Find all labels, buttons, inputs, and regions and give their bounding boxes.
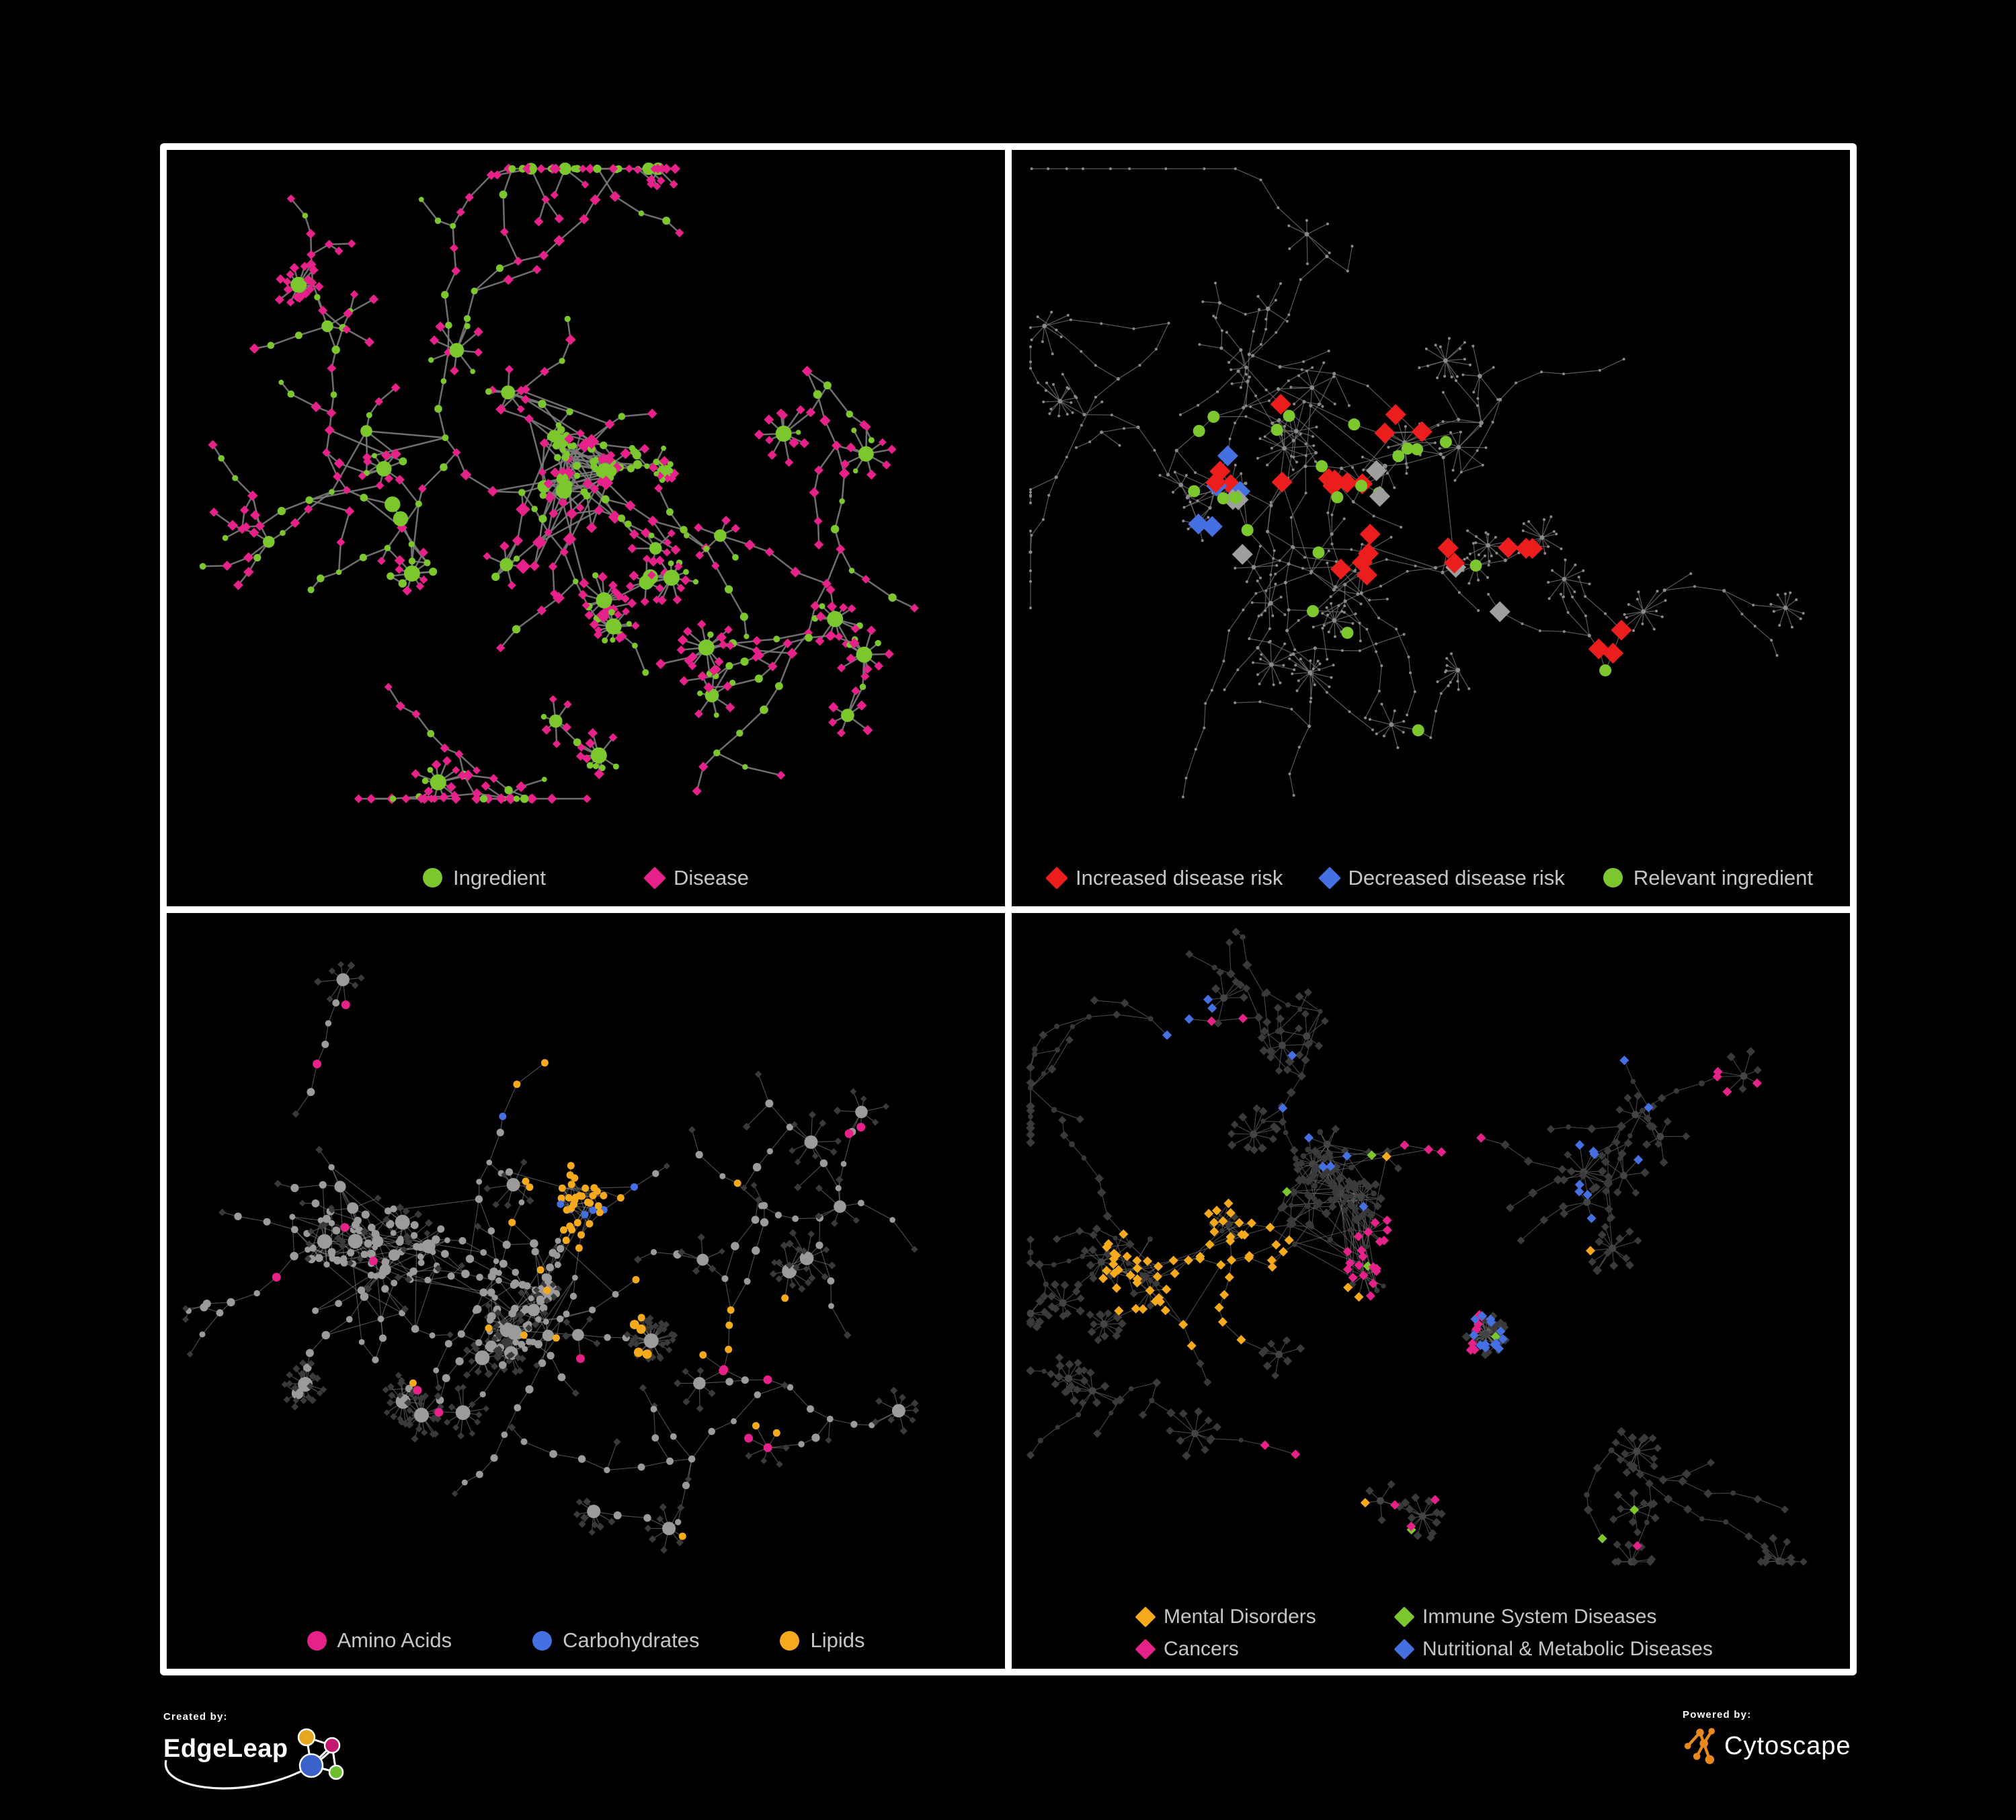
legend-label: Relevant ingredient: [1633, 865, 1813, 889]
diamond-marker-icon: [1135, 1606, 1156, 1628]
disease-classes-network: [1026, 927, 1808, 1567]
legend-label: Disease: [673, 865, 749, 889]
edgeleap-wordmark: EdgeLeap: [163, 1735, 288, 1763]
legend-item-nutritional-metabolic-diseases: Nutritional & Metabolic Diseases: [1394, 1638, 1850, 1661]
panel-disease-classes: Mental Disorders Immune System Diseases Ca…: [1012, 912, 1850, 1669]
disease-risk-legend: Increased disease risk Decreased disease …: [1012, 863, 1850, 893]
legend-item-immune-system-diseases: Immune System Diseases: [1394, 1606, 1850, 1628]
edgeleap-lockup: EdgeLeap: [163, 1727, 385, 1794]
circle-marker-icon: [423, 868, 443, 887]
legend-item-decreased-disease-risk: Decreased disease risk: [1318, 865, 1565, 890]
panel-grid: Ingredient Disease Increased disease risk…: [160, 143, 1857, 1675]
edgeleap-node-green: [328, 1764, 344, 1780]
circle-marker-icon: [1603, 868, 1623, 887]
diamond-marker-icon: [643, 866, 666, 889]
circle-marker-icon: [532, 1630, 553, 1651]
ingredient-disease-network: [199, 162, 919, 805]
powered-by-label: Powered by:: [1683, 1709, 1752, 1720]
powered-by-block: Powered by: Cytoscape: [1683, 1709, 1851, 1766]
disease-risk-network: [1029, 167, 1805, 799]
legend-item-mental-disorders: Mental Disorders: [1135, 1606, 1397, 1628]
disease-classes-legend: Mental Disorders Immune System Diseases Ca…: [1012, 1606, 1850, 1661]
panel-ingredient-disease: Ingredient Disease: [167, 150, 1005, 906]
legend-label: Immune System Diseases: [1422, 1606, 1657, 1628]
ingredient-disease-legend: Ingredient Disease: [167, 863, 1005, 893]
edgeleap-logo: [164, 1728, 344, 1790]
legend-item-disease: Disease: [643, 865, 749, 890]
diamond-marker-icon: [1394, 1638, 1415, 1660]
edgeleap-node-orange: [297, 1728, 316, 1747]
legend-label: Increased disease risk: [1076, 865, 1283, 889]
cytoscape-wordmark: Cytoscape: [1724, 1731, 1851, 1760]
legend-label: Lipids: [810, 1628, 865, 1652]
legend-label: Carbohydrates: [563, 1628, 700, 1652]
legend-label: Ingredient: [453, 865, 546, 889]
legend-label: Decreased disease risk: [1348, 865, 1565, 889]
legend-item-amino-acids: Amino Acids: [307, 1628, 452, 1653]
diamond-marker-icon: [1045, 866, 1068, 889]
legend-item-increased-disease-risk: Increased disease risk: [1045, 865, 1283, 890]
edgeleap-node-blue: [298, 1753, 324, 1778]
panel-ingredient-classes: Amino Acids Carbohydrates Lipids: [167, 912, 1005, 1669]
legend-item-relevant-ingredient: Relevant ingredient: [1603, 866, 1813, 890]
diamond-marker-icon: [1135, 1638, 1156, 1660]
panel-disease-risk: Increased disease risk Decreased disease …: [1012, 150, 1850, 906]
legend-item-carbohydrates: Carbohydrates: [532, 1628, 699, 1653]
cytoscape-logo: [1684, 1728, 1715, 1764]
ingredient-classes-legend: Amino Acids Carbohydrates Lipids: [167, 1626, 1005, 1655]
edgeleap-node-magenta: [323, 1737, 341, 1754]
legend-label: Cancers: [1164, 1638, 1239, 1660]
circle-marker-icon: [780, 1630, 800, 1651]
circle-marker-icon: [307, 1630, 327, 1651]
ingredient-classes-network: [182, 960, 920, 1554]
legend-item-ingredient: Ingredient: [423, 866, 546, 890]
legend-item-lipids: Lipids: [780, 1628, 864, 1653]
created-by-block: Created by: EdgeLeap: [163, 1711, 385, 1794]
legend-label: Amino Acids: [337, 1628, 452, 1652]
created-by-label: Created by:: [163, 1711, 228, 1723]
legend-label: Mental Disorders: [1164, 1606, 1316, 1628]
legend-item-cancers: Cancers: [1135, 1638, 1397, 1661]
diamond-marker-icon: [1318, 866, 1341, 889]
legend-label: Nutritional & Metabolic Diseases: [1422, 1638, 1713, 1660]
diamond-marker-icon: [1394, 1606, 1415, 1628]
